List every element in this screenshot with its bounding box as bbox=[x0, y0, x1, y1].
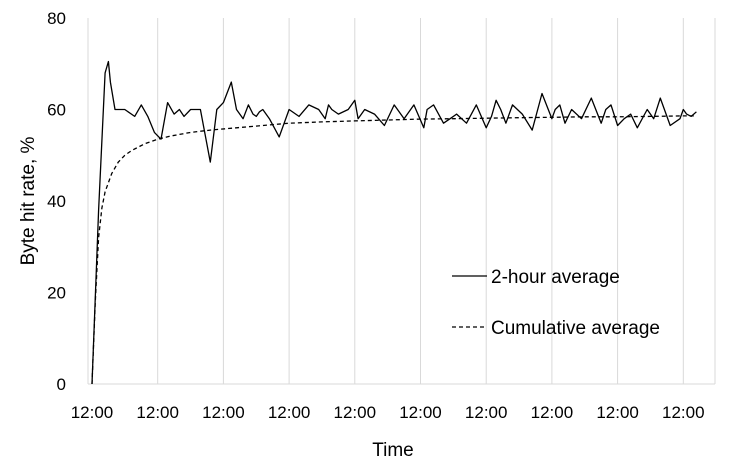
x-tick-labels: 12:00 12:00 12:00 12:00 12:00 12:00 12:00 12:00… bbox=[71, 403, 705, 422]
x-tick-label: 12:00 bbox=[71, 403, 114, 422]
x-tick-label: 12:00 bbox=[399, 403, 442, 422]
x-tick-label: 12:00 bbox=[268, 403, 311, 422]
y-tick-label: 80 bbox=[47, 9, 66, 28]
y-tick-label: 20 bbox=[47, 284, 66, 303]
x-tick-label: 12:00 bbox=[136, 403, 179, 422]
legend-label-cumulative-average: Cumulative average bbox=[491, 318, 660, 339]
y-axis-title: Byte hit rate, % bbox=[18, 136, 39, 265]
y-tick-label: 0 bbox=[57, 375, 66, 394]
x-tick-label: 12:00 bbox=[662, 403, 705, 422]
axes bbox=[87, 18, 715, 385]
x-tick-label: 12:00 bbox=[596, 403, 639, 422]
y-tick-label: 60 bbox=[47, 101, 66, 120]
series-layer bbox=[91, 60, 697, 385]
vertical-gridlines bbox=[157, 18, 716, 384]
x-tick-label: 12:00 bbox=[202, 403, 245, 422]
x-tick-label: 12:00 bbox=[531, 403, 574, 422]
x-axis-title: Time bbox=[372, 440, 414, 461]
series-line-cumulative-average bbox=[91, 115, 697, 385]
x-tick-label: 12:00 bbox=[334, 403, 377, 422]
y-tick-labels: 0 20 40 60 80 bbox=[47, 9, 66, 394]
x-tick-label: 12:00 bbox=[465, 403, 508, 422]
series-line-2-hour-average bbox=[91, 60, 697, 385]
legend-label-2-hour-average: 2-hour average bbox=[491, 267, 620, 288]
y-tick-label: 40 bbox=[47, 192, 66, 211]
legend: 2-hour average Cumulative average bbox=[452, 267, 660, 339]
